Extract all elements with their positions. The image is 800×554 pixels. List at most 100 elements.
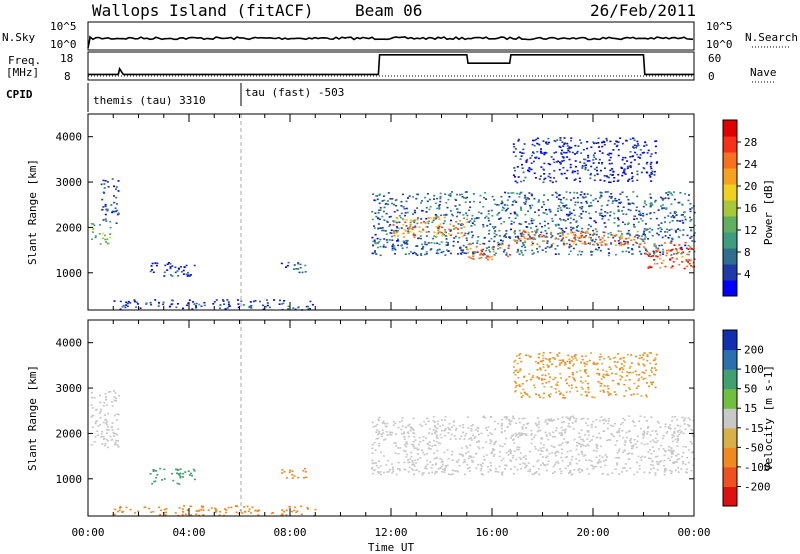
velocity-cell <box>385 464 388 466</box>
power-cell <box>106 210 109 212</box>
freq-left-tick-bottom: 8 <box>64 70 71 83</box>
velocity-cell <box>182 510 184 513</box>
velocity-cell <box>114 508 117 511</box>
velocity-cell <box>530 433 533 435</box>
velocity-cell <box>574 420 577 423</box>
power-cell <box>182 307 184 310</box>
velocity-cell <box>597 381 600 383</box>
velocity-cell <box>494 467 497 470</box>
power-cell <box>105 208 108 211</box>
power-cell <box>558 161 561 164</box>
power-cell <box>625 213 628 216</box>
velocity-cell <box>555 383 558 385</box>
power-cell <box>666 228 669 230</box>
velocity-cell <box>460 453 463 456</box>
power-cell <box>655 247 658 249</box>
velocity-cell <box>622 436 625 439</box>
velocity-cell <box>556 381 559 383</box>
power-cell <box>479 201 482 204</box>
velocity-cell <box>99 408 102 411</box>
velocity-cell <box>596 362 599 365</box>
velocity-cell <box>421 474 424 476</box>
velocity-cell <box>99 401 102 404</box>
velocity-cell <box>542 366 545 368</box>
velocity-cell <box>545 456 548 459</box>
power-cell <box>425 231 428 233</box>
power-cell <box>623 169 626 171</box>
power-cell <box>592 199 595 202</box>
power-cell <box>425 211 428 213</box>
velocity-cell <box>561 459 564 462</box>
velocity-cell <box>270 512 273 515</box>
velocity-cell <box>103 437 106 440</box>
power-cell <box>536 150 539 153</box>
velocity-cell <box>636 471 639 473</box>
power-cell <box>93 224 96 227</box>
velocity-cell <box>386 422 389 425</box>
power-cell <box>609 181 612 184</box>
velocity-cell <box>438 442 440 445</box>
power-cell <box>439 197 442 200</box>
velocity-cell <box>435 436 438 438</box>
velocity-cell <box>653 373 655 376</box>
power-cell <box>135 301 138 304</box>
power-cell <box>659 254 662 256</box>
velocity-cell <box>525 433 528 435</box>
power-cell <box>166 269 169 271</box>
power-cell <box>497 204 500 206</box>
power-cell <box>568 245 571 248</box>
velocity-cell <box>468 438 471 440</box>
power-cell <box>477 236 480 238</box>
power-cell <box>240 300 243 302</box>
velocity-cell <box>114 392 117 394</box>
power-cell <box>501 206 504 209</box>
power-cell <box>588 212 591 215</box>
power-cell <box>679 229 682 232</box>
power-cell <box>539 233 542 236</box>
velocity-cell <box>116 413 119 415</box>
velocity-cell <box>587 386 590 389</box>
power-cell <box>463 252 466 254</box>
power-cell <box>627 241 629 243</box>
power-cell <box>517 250 520 252</box>
velocity-cell <box>511 456 514 459</box>
velocity-cell <box>648 352 651 354</box>
velocity-cell <box>616 464 619 466</box>
power-cell <box>525 161 528 163</box>
power-cell <box>631 177 633 180</box>
velocity-cell <box>114 433 117 435</box>
velocity-cell <box>692 419 695 422</box>
power-cell <box>653 252 656 254</box>
velocity-cell <box>548 452 551 455</box>
velocity-cell <box>642 430 645 433</box>
power-cell <box>477 217 480 220</box>
velocity-cell <box>198 514 201 517</box>
velocity-cell <box>428 428 431 430</box>
velocity-cell <box>622 417 625 420</box>
power-cell <box>124 306 127 309</box>
power-cell <box>549 210 552 213</box>
power-cell <box>580 213 583 215</box>
power-cell <box>568 246 571 249</box>
power-cell <box>540 231 543 234</box>
velocity-cell <box>545 449 548 452</box>
power-cell <box>195 307 198 309</box>
velocity-cell <box>443 467 446 470</box>
power-cell <box>689 203 692 205</box>
power-cell <box>154 299 157 301</box>
power-cell <box>176 303 179 305</box>
velocity-cell <box>417 453 419 455</box>
power-cell <box>544 177 547 180</box>
velocity-cell <box>143 506 146 509</box>
velocity-cell <box>626 453 629 455</box>
power-cell <box>615 145 618 148</box>
power-cell <box>547 199 549 201</box>
velocity-cell <box>599 461 602 463</box>
velocity-cell <box>598 420 601 422</box>
power-cell <box>482 248 485 251</box>
power-cell <box>576 196 579 199</box>
power-cell <box>383 219 386 221</box>
power-cell <box>675 258 678 260</box>
velocity-cell <box>598 356 601 358</box>
power-cell <box>576 192 579 194</box>
